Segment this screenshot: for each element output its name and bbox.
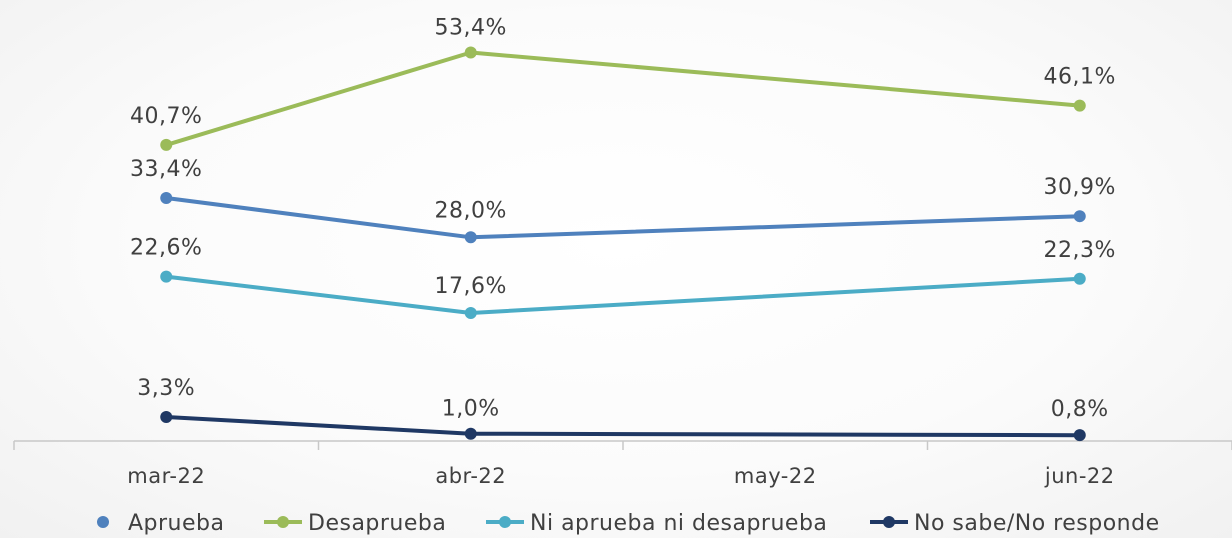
data-point <box>1073 210 1086 223</box>
legend-label: Ni aprueba ni desaprueba <box>530 511 827 536</box>
legend-swatch-marker <box>499 516 511 528</box>
legend-item: No sabe/No responde <box>870 511 1160 536</box>
x-tick-label: jun-22 <box>1044 464 1115 488</box>
legend-item: Desaprueba <box>264 511 446 536</box>
data-label: 22,6% <box>130 236 202 261</box>
x-tick-label: abr-22 <box>435 464 506 488</box>
data-label: 46,1% <box>1044 65 1116 90</box>
data-label: 40,7% <box>130 104 202 129</box>
data-point <box>160 192 173 205</box>
data-label: 28,0% <box>435 198 507 223</box>
legend-label: Desaprueba <box>308 511 446 536</box>
data-label: 3,3% <box>137 376 195 401</box>
data-point <box>464 427 477 440</box>
data-label: 30,9% <box>1044 175 1116 200</box>
legend-swatch-marker <box>97 516 109 528</box>
data-label: 33,4% <box>130 157 202 182</box>
series-line <box>164 50 1082 147</box>
data-point <box>1073 429 1086 442</box>
legend-item: Aprueba <box>97 511 224 536</box>
data-point <box>160 270 173 283</box>
data-point <box>464 306 477 319</box>
data-point <box>160 138 173 151</box>
data-labels: 33,4% 28,0% 30,9% 40,7% 53,4% 46,1% 22,6% 17,6%… <box>130 16 1116 423</box>
legend-label: No sabe/No responde <box>914 511 1160 536</box>
legend-item: Ni aprueba ni desaprueba <box>486 511 827 536</box>
data-label: 17,6% <box>435 274 507 299</box>
legend-label: Aprueba <box>128 511 224 536</box>
series-line <box>164 196 1082 240</box>
series-group <box>160 46 1086 442</box>
series-line <box>164 415 1082 438</box>
series-line <box>164 274 1082 315</box>
x-tick-labels: mar-22 abr-22 may-22 jun-22 <box>127 464 1114 488</box>
legend-swatch-marker <box>277 516 289 528</box>
x-tick-label: mar-22 <box>127 464 205 488</box>
data-label: 1,0% <box>442 397 500 422</box>
x-axis <box>13 440 1232 450</box>
legend-swatch-marker <box>883 516 895 528</box>
data-label: 53,4% <box>435 16 507 41</box>
data-point <box>160 410 173 423</box>
data-point <box>1073 272 1086 285</box>
data-point <box>1073 99 1086 112</box>
legend: Aprueba Desaprueba Ni aprueba ni desaprueb… <box>97 511 1160 536</box>
data-point <box>464 231 477 244</box>
data-point <box>464 46 477 59</box>
data-label: 0,8% <box>1051 397 1109 422</box>
data-label: 22,3% <box>1044 238 1116 263</box>
x-tick-label: may-22 <box>734 464 817 488</box>
